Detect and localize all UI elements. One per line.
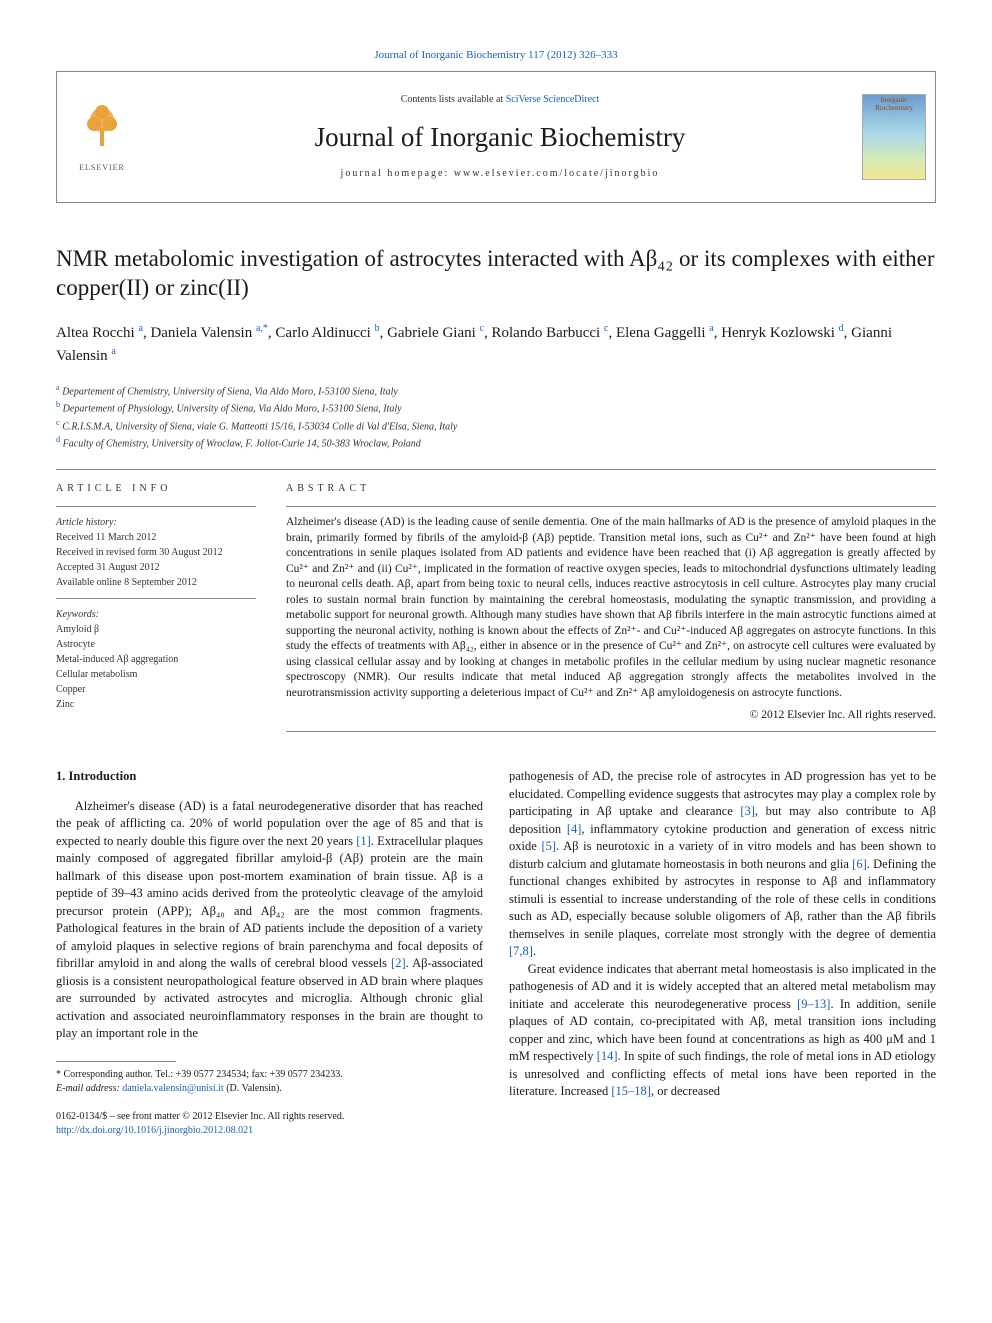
affiliation-item: d Faculty of Chemistry, University of Wr… (56, 434, 936, 451)
footnote-divider (56, 1061, 176, 1062)
citation-link[interactable]: [5] (541, 839, 556, 853)
journal-name: Journal of Inorganic Biochemistry (315, 119, 686, 157)
citation-link[interactable]: [14] (597, 1049, 618, 1063)
citation-link[interactable]: [9–13] (797, 997, 830, 1011)
abstract-heading: ABSTRACT (286, 482, 936, 496)
citation-link[interactable]: [4] (567, 822, 582, 836)
publisher-logo-box: ELSEVIER (57, 72, 147, 202)
abstract-copyright: © 2012 Elsevier Inc. All rights reserved… (286, 707, 936, 723)
history-item: Received 11 March 2012 (56, 530, 256, 545)
body-column-right: pathogenesis of AD, the precise role of … (509, 768, 936, 1138)
bottom-metadata: 0162-0134/$ – see front matter © 2012 El… (56, 1110, 483, 1138)
article-info-sidebar: ARTICLE INFO Article history: Received 1… (56, 482, 256, 740)
section-1-heading: 1. Introduction (56, 768, 483, 786)
citation-link[interactable]: [7,8] (509, 944, 533, 958)
publisher-name: ELSEVIER (78, 162, 126, 173)
body-paragraph: Great evidence indicates that aberrant m… (509, 961, 936, 1101)
keyword-item: Zinc (56, 697, 256, 712)
keyword-item: Copper (56, 682, 256, 697)
journal-cover-thumb: InorganicBiochemistry (862, 94, 926, 180)
citation-link[interactable]: [3] (740, 804, 755, 818)
journal-header: ELSEVIER Contents lists available at Sci… (56, 71, 936, 203)
email-link[interactable]: daniela.valensin@unisi.it (122, 1083, 223, 1094)
affiliation-item: c C.R.I.S.M.A, University of Siena, vial… (56, 417, 936, 434)
affiliation-item: b Departement of Physiology, University … (56, 399, 936, 416)
journal-cover-box: InorganicBiochemistry (853, 72, 935, 202)
keyword-item: Cellular metabolism (56, 667, 256, 682)
history-item: Accepted 31 August 2012 (56, 560, 256, 575)
keyword-item: Astrocyte (56, 637, 256, 652)
body-paragraph: pathogenesis of AD, the precise role of … (509, 768, 936, 961)
divider (56, 469, 936, 470)
abstract-column: ABSTRACT Alzheimer's disease (AD) is the… (286, 482, 936, 740)
history-label: Article history: (56, 515, 256, 530)
citation-link[interactable]: [6] (852, 857, 867, 871)
article-info-heading: ARTICLE INFO (56, 482, 256, 496)
citation-link[interactable]: [15–18] (611, 1084, 651, 1098)
affiliations-list: a Departement of Chemistry, University o… (56, 382, 936, 451)
authors-list: Altea Rocchi a, Daniela Valensin a,*, Ca… (56, 321, 936, 368)
history-item: Received in revised form 30 August 2012 (56, 545, 256, 560)
citation-link[interactable]: [2] (391, 956, 406, 970)
doi-link[interactable]: http://dx.doi.org/10.1016/j.jinorgbio.20… (56, 1124, 483, 1138)
affiliation-item: a Departement of Chemistry, University o… (56, 382, 936, 399)
contents-line: Contents lists available at SciVerse Sci… (401, 93, 600, 107)
sciencedirect-link[interactable]: SciVerse ScienceDirect (506, 94, 600, 105)
citation-link[interactable]: [1] (356, 834, 371, 848)
body-paragraph: Alzheimer's disease (AD) is a fatal neur… (56, 798, 483, 1043)
abstract-text: Alzheimer's disease (AD) is the leading … (286, 515, 936, 701)
keyword-item: Amyloid β (56, 622, 256, 637)
history-item: Available online 8 September 2012 (56, 575, 256, 590)
keywords-label: Keywords: (56, 607, 256, 622)
corresponding-author: * Corresponding author. Tel.: +39 0577 2… (56, 1068, 483, 1096)
journal-citation-link[interactable]: Journal of Inorganic Biochemistry 117 (2… (56, 48, 936, 63)
elsevier-tree-icon (78, 102, 126, 158)
keyword-item: Metal-induced Aβ aggregation (56, 652, 256, 667)
article-title: NMR metabolomic investigation of astrocy… (56, 245, 936, 303)
body-column-left: 1. Introduction Alzheimer's disease (AD)… (56, 768, 483, 1138)
journal-homepage: journal homepage: www.elsevier.com/locat… (341, 167, 660, 181)
body-columns: 1. Introduction Alzheimer's disease (AD)… (56, 768, 936, 1138)
